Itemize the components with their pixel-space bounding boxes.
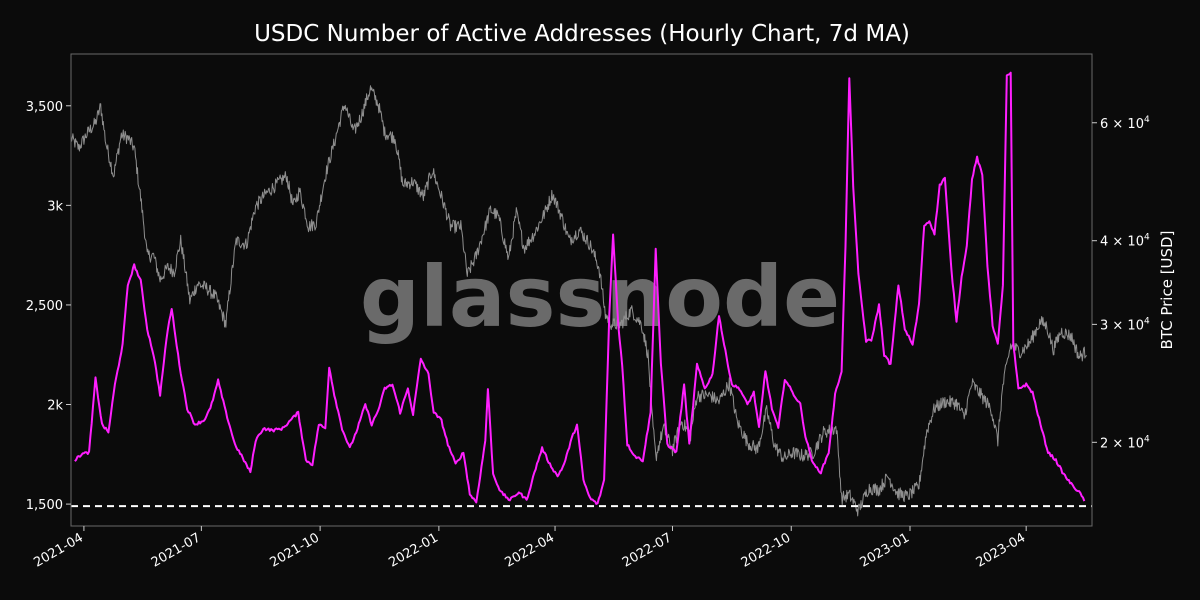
series-group (70, 71, 1088, 517)
y-right-tick-label: 4 × 104 (1100, 233, 1150, 250)
y-right-axis-label: BTC Price [USD] (1158, 231, 1176, 350)
x-tick-label: 2023-01 (857, 530, 912, 570)
y-right-tick-label: 3 × 104 (1100, 316, 1150, 333)
x-tick-label: 2021-07 (149, 530, 204, 570)
series-layer (70, 71, 1088, 517)
x-tick-label: 2023-04 (974, 530, 1029, 570)
x-tick-label: 2022-01 (386, 530, 441, 570)
y-right-tick-label: 6 × 104 (1100, 115, 1150, 132)
y-left-tick-label: 3,500 (26, 100, 63, 115)
y-right-tick-label: 2 × 104 (1100, 434, 1150, 451)
y-left-tick-label: 3k (47, 199, 63, 214)
y-right-tick-exponent: 4 (1144, 233, 1150, 243)
active-addresses-line (74, 71, 1086, 505)
x-tick-label: 2021-04 (31, 530, 86, 570)
chart-title: USDC Number of Active Addresses (Hourly … (254, 21, 910, 47)
y-left-tick-label: 2k (47, 399, 63, 414)
plot-frame (70, 53, 1093, 527)
y-left-tick-label: 1,500 (26, 498, 63, 513)
x-tick-label: 2022-10 (739, 530, 794, 570)
btc-price-line (70, 85, 1088, 517)
y-right-tick-exponent: 4 (1144, 115, 1150, 125)
glassnode-watermark: glassnode (360, 248, 840, 346)
x-tick-label: 2022-04 (502, 530, 557, 570)
x-tick-label: 2021-10 (268, 530, 323, 570)
y-right-tick-exponent: 4 (1144, 434, 1150, 444)
y-left-tick-label: 2,500 (26, 299, 63, 314)
y-right-tick-exponent: 4 (1144, 316, 1150, 326)
x-tick-label: 2022-07 (620, 530, 675, 570)
